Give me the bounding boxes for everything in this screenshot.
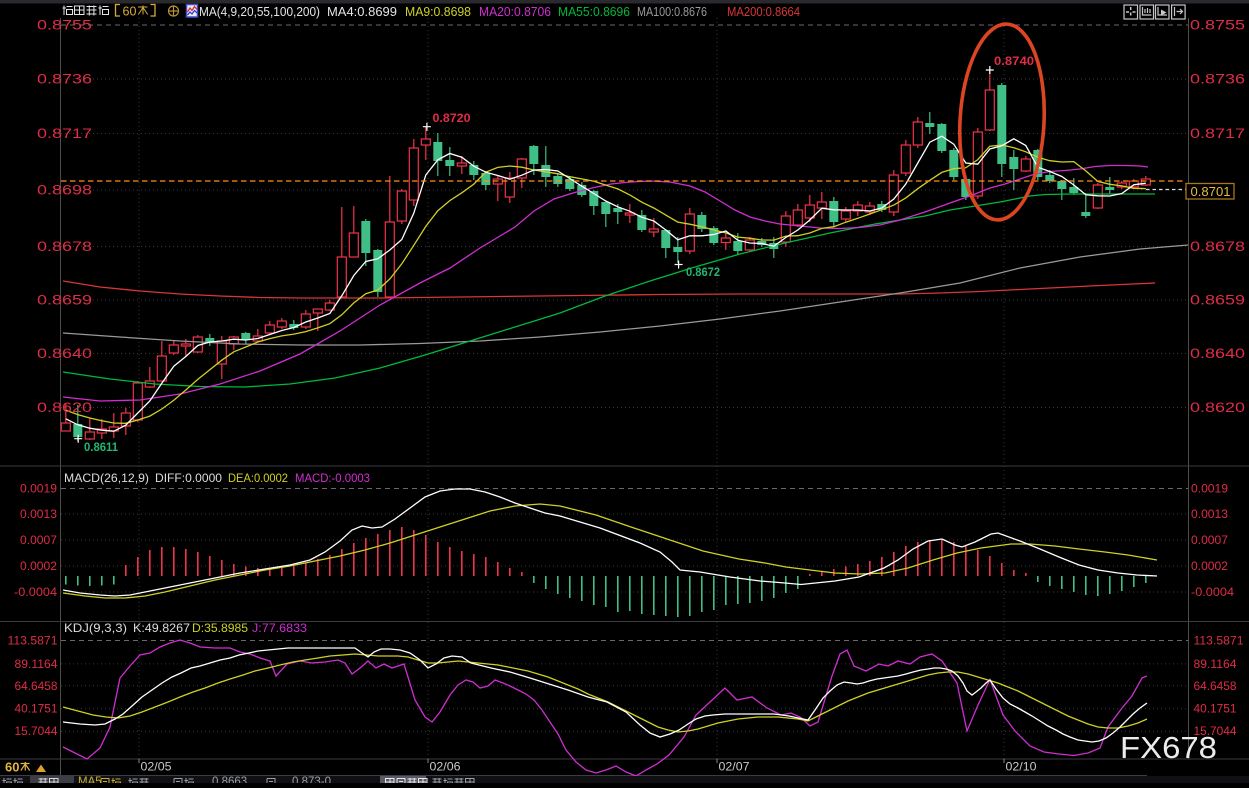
svg-text:0.0013: 0.0013 bbox=[20, 509, 57, 521]
svg-text:40.1751: 40.1751 bbox=[1194, 704, 1237, 716]
svg-text:0.873-0: 0.873-0 bbox=[292, 776, 331, 783]
svg-text:0.8611: 0.8611 bbox=[84, 440, 118, 454]
svg-text:MA55:0.8696: MA55:0.8696 bbox=[558, 5, 630, 19]
svg-text:02/10: 02/10 bbox=[1006, 760, 1037, 774]
svg-text:0.8717: 0.8717 bbox=[1190, 126, 1245, 141]
svg-text:-0.0004: -0.0004 bbox=[1191, 587, 1235, 599]
svg-text:0.0007: 0.0007 bbox=[20, 535, 57, 547]
svg-text:60: 60 bbox=[5, 760, 19, 775]
svg-text:0.8755: 0.8755 bbox=[37, 18, 92, 33]
svg-text:0.8620: 0.8620 bbox=[37, 400, 92, 415]
svg-text:02/05: 02/05 bbox=[141, 760, 172, 774]
svg-text:0.0007: 0.0007 bbox=[1191, 535, 1228, 547]
svg-text:MA(4,9,20,55,100,200): MA(4,9,20,55,100,200) bbox=[199, 5, 320, 19]
svg-text:FX678: FX678 bbox=[1120, 730, 1217, 765]
svg-text:0.8698: 0.8698 bbox=[37, 183, 92, 198]
svg-text:0.0002: 0.0002 bbox=[20, 561, 57, 573]
svg-text:64.6458: 64.6458 bbox=[15, 681, 58, 693]
svg-text:-0.0004: -0.0004 bbox=[14, 587, 58, 599]
svg-text:113.5871: 113.5871 bbox=[8, 636, 58, 648]
svg-text:0.8701: 0.8701 bbox=[1191, 184, 1231, 199]
svg-text:40.1751: 40.1751 bbox=[15, 704, 58, 716]
svg-text:0.8620: 0.8620 bbox=[1190, 400, 1245, 415]
svg-text:15.7044: 15.7044 bbox=[15, 726, 59, 738]
svg-text:89.1164: 89.1164 bbox=[1194, 659, 1238, 671]
svg-text:MA100:0.8676: MA100:0.8676 bbox=[637, 5, 707, 19]
svg-text:60: 60 bbox=[123, 5, 137, 19]
svg-text:02/07: 02/07 bbox=[719, 760, 750, 774]
svg-text:0.8678: 0.8678 bbox=[37, 239, 92, 254]
svg-text:KDJ(9,3,3): KDJ(9,3,3) bbox=[64, 621, 127, 635]
svg-text:0.8640: 0.8640 bbox=[37, 346, 92, 361]
svg-text:MA20:0.8706: MA20:0.8706 bbox=[479, 5, 551, 19]
svg-text:0.8640: 0.8640 bbox=[1190, 346, 1245, 361]
svg-text:0.0019: 0.0019 bbox=[1191, 484, 1228, 496]
svg-text:J:77.6833: J:77.6833 bbox=[252, 621, 307, 635]
svg-text:MA5: MA5 bbox=[78, 776, 102, 783]
svg-text:0.8755: 0.8755 bbox=[1190, 18, 1245, 33]
svg-text:0.8740: 0.8740 bbox=[994, 54, 1034, 68]
svg-text:MACD:-0.0003: MACD:-0.0003 bbox=[295, 471, 370, 485]
svg-text:MA9:0.8698: MA9:0.8698 bbox=[405, 5, 471, 19]
svg-text:0.0002: 0.0002 bbox=[1191, 561, 1228, 573]
svg-text:0.8736: 0.8736 bbox=[1190, 72, 1245, 87]
svg-text:0.8717: 0.8717 bbox=[37, 126, 92, 141]
svg-text:DEA:0.0002: DEA:0.0002 bbox=[228, 471, 288, 485]
svg-text:MACD(26,12,9): MACD(26,12,9) bbox=[64, 471, 149, 485]
svg-text:K:49.8267: K:49.8267 bbox=[133, 621, 190, 635]
svg-text:0.8720: 0.8720 bbox=[433, 111, 471, 125]
svg-text:D:35.8985: D:35.8985 bbox=[192, 621, 248, 635]
svg-text:MA4:0.8699: MA4:0.8699 bbox=[327, 5, 397, 19]
svg-text:15.7044: 15.7044 bbox=[1194, 726, 1238, 738]
svg-text:0.8736: 0.8736 bbox=[37, 72, 92, 87]
svg-text:89.1164: 89.1164 bbox=[15, 659, 59, 671]
svg-text:MA200:0.8664: MA200:0.8664 bbox=[727, 5, 800, 19]
svg-text:DIFF:0.0000: DIFF:0.0000 bbox=[155, 471, 222, 485]
svg-text:0.8678: 0.8678 bbox=[1190, 239, 1245, 254]
svg-text:113.5871: 113.5871 bbox=[1194, 636, 1244, 648]
svg-text:64.6458: 64.6458 bbox=[1194, 681, 1237, 693]
svg-text:02/06: 02/06 bbox=[430, 760, 461, 774]
svg-text:0.0013: 0.0013 bbox=[1191, 509, 1228, 521]
svg-text:0.8672: 0.8672 bbox=[686, 265, 720, 279]
svg-text:0.8659: 0.8659 bbox=[37, 293, 92, 308]
svg-text:0.0019: 0.0019 bbox=[20, 484, 57, 496]
svg-text:0.8659: 0.8659 bbox=[1190, 293, 1245, 308]
svg-text:0.8663: 0.8663 bbox=[212, 776, 247, 783]
